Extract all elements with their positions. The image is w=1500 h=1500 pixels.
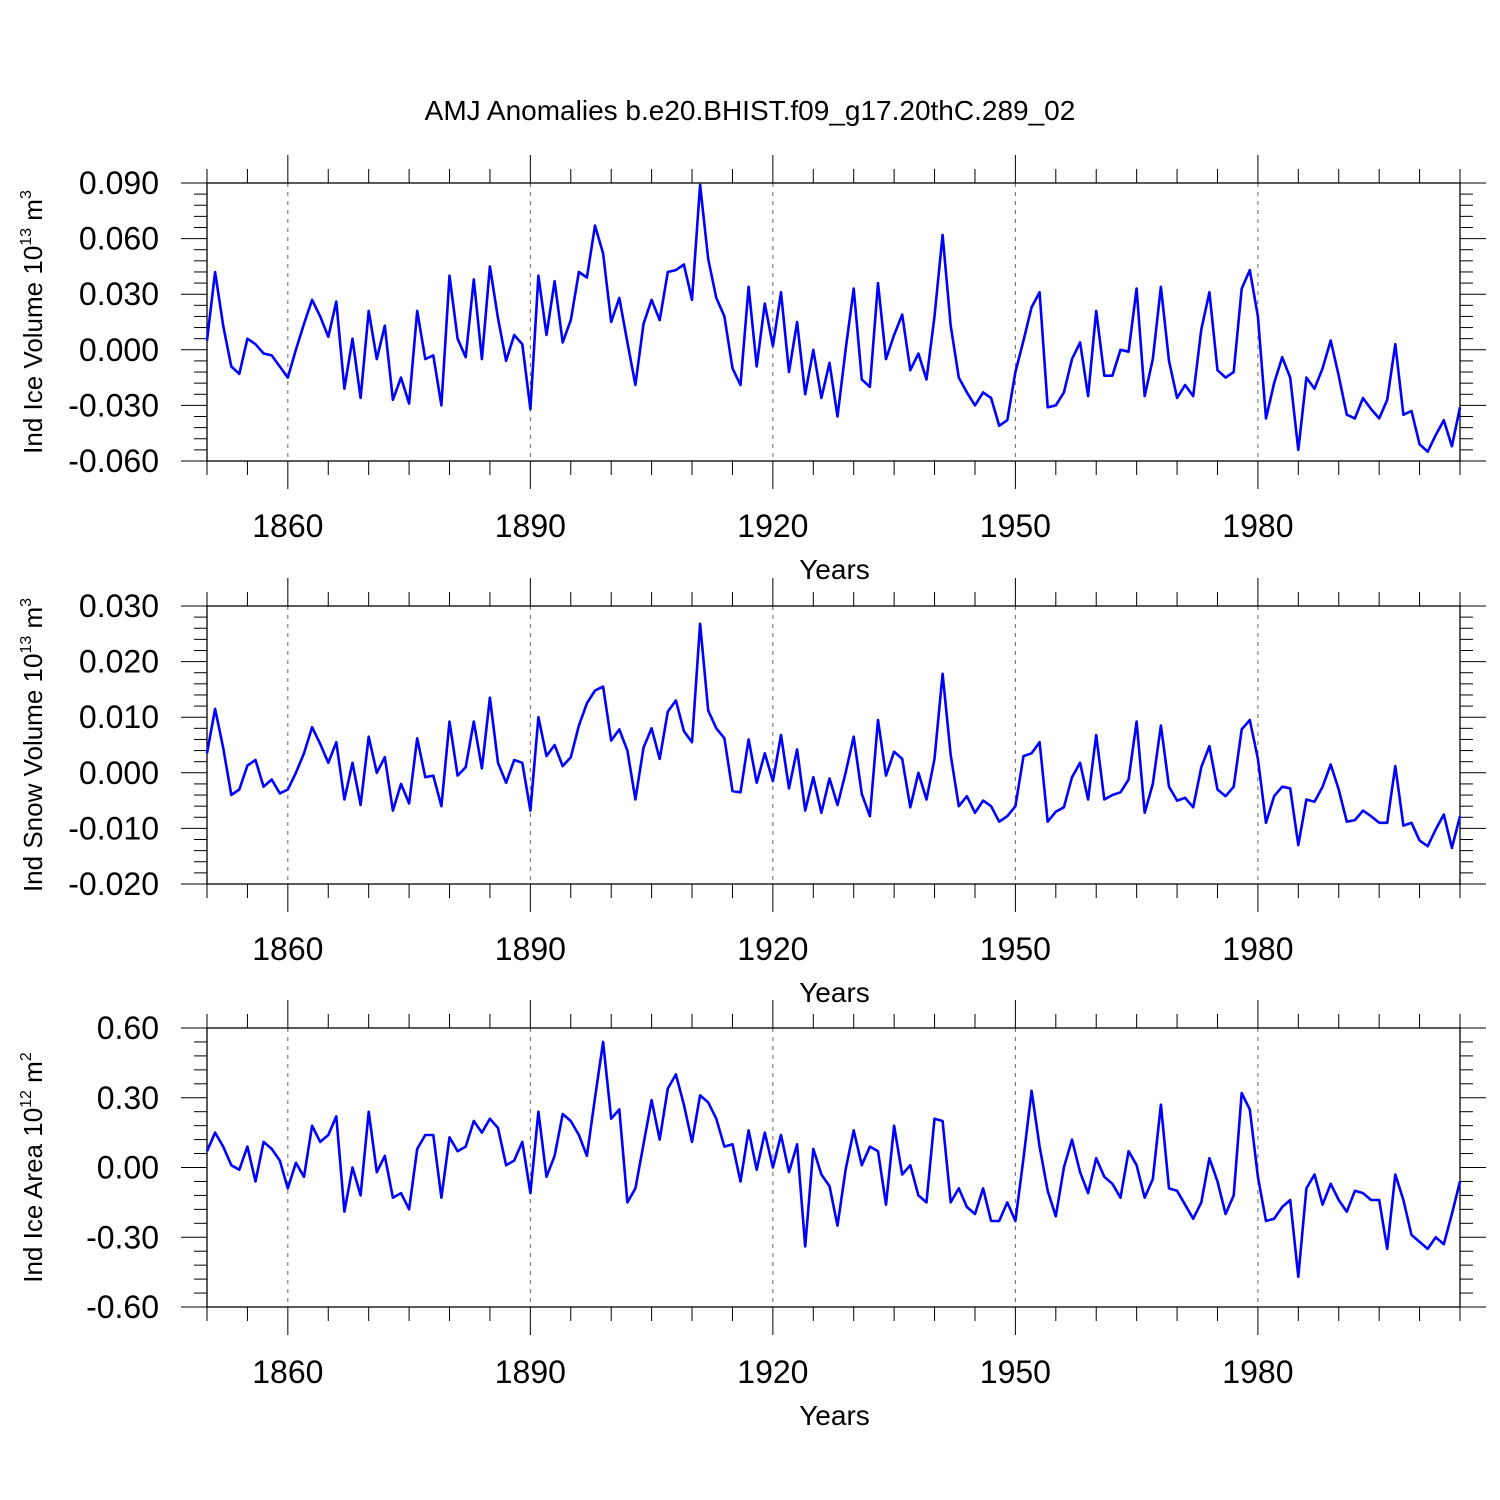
y-axis-label-unit: m	[18, 1061, 48, 1090]
x-tick-label: 1860	[252, 931, 323, 967]
series-line-ice-volume	[205, 183, 1462, 454]
y-tick-label: 0.030	[79, 276, 159, 312]
x-tick-label: 1860	[252, 1354, 323, 1390]
panels: 1860 1890 1920 1950 1980 -0.060 -0.030 0.000 0.0…	[18, 155, 1486, 1431]
y-tick-label: 0.30	[97, 1080, 159, 1116]
y-axis-label-main: Ind Ice Volume 10	[18, 246, 48, 454]
panel-ice-volume: 1860 1890 1920 1950 1980 -0.060 -0.030 0.000 0.0…	[18, 155, 1486, 585]
x-tick-label: 1950	[980, 931, 1051, 967]
y-tick-label: 0.000	[79, 755, 159, 791]
x-tick-label: 1890	[495, 508, 566, 544]
x-tick-label: 1920	[737, 931, 808, 967]
x-axis-label: Years	[799, 1400, 870, 1431]
y-axis-label-unit-exponent: 3	[18, 598, 35, 607]
x-tick-label: 1920	[737, 508, 808, 544]
y-tick-label: 0.060	[79, 221, 159, 257]
plot-frame	[206, 605, 1461, 885]
figure-title: AMJ Anomalies b.e20.BHIST.f09_g17.20thC.…	[425, 95, 1076, 126]
y-axis-label-unit-exponent: 3	[18, 190, 35, 199]
y-axis-label-exponent: 13	[18, 228, 35, 246]
x-axis-label: Years	[799, 977, 870, 1008]
y-tick-label: -0.030	[68, 387, 159, 423]
y-axis-label-exponent: 13	[18, 636, 35, 654]
x-tick-label: 1890	[495, 931, 566, 967]
y-tick-label: -0.30	[86, 1219, 159, 1255]
plot-frame	[206, 1027, 1461, 1308]
y-axis-label: Ind Ice Area 1012 m2	[18, 1052, 48, 1283]
y-tick-label: 0.000	[79, 332, 159, 368]
x-tick-label: 1950	[980, 508, 1051, 544]
y-tick-label: 0.020	[79, 644, 159, 680]
y-axis-label-unit-exponent: 2	[18, 1052, 35, 1061]
y-tick-label: 0.60	[97, 1010, 159, 1046]
y-axis-label-unit: m	[18, 199, 48, 228]
y-tick-label: 0.090	[79, 165, 159, 201]
y-axis-label-main: Ind Snow Volume 10	[18, 654, 48, 893]
y-tick-label: -0.010	[68, 810, 159, 846]
x-tick-label: 1980	[1222, 931, 1293, 967]
x-axis-label: Years	[799, 554, 870, 585]
y-tick-label: 0.010	[79, 699, 159, 735]
y-tick-label: 0.00	[97, 1150, 159, 1186]
x-tick-label: 1890	[495, 1354, 566, 1390]
y-axis-label-exponent: 12	[18, 1090, 35, 1108]
y-tick-label: -0.060	[68, 443, 159, 479]
panel-ice-area: 1860 1890 1920 1950 1980 -0.60 -0.30 0.00 0.30 0.…	[18, 1000, 1486, 1431]
x-tick-label: 1950	[980, 1354, 1051, 1390]
plot-frame	[206, 182, 1461, 462]
y-tick-label: 0.030	[79, 588, 159, 624]
series-line-snow-volume	[205, 622, 1462, 850]
y-tick-label: -0.020	[68, 866, 159, 902]
y-axis-label-unit: m	[18, 607, 48, 636]
y-axis-label: Ind Ice Volume 1013 m3	[18, 190, 48, 454]
series-line-ice-area	[205, 1040, 1462, 1279]
panel-snow-volume: 1860 1890 1920 1950 1980 -0.020 -0.010 0.000 0.0…	[18, 578, 1486, 1008]
x-tick-label: 1980	[1222, 508, 1293, 544]
x-tick-label: 1920	[737, 1354, 808, 1390]
y-tick-label: -0.60	[86, 1289, 159, 1325]
y-axis-label: Ind Snow Volume 1013 m3	[18, 598, 48, 892]
x-tick-label: 1860	[252, 508, 323, 544]
x-tick-label: 1980	[1222, 1354, 1293, 1390]
y-axis-label-main: Ind Ice Area 10	[18, 1108, 48, 1283]
